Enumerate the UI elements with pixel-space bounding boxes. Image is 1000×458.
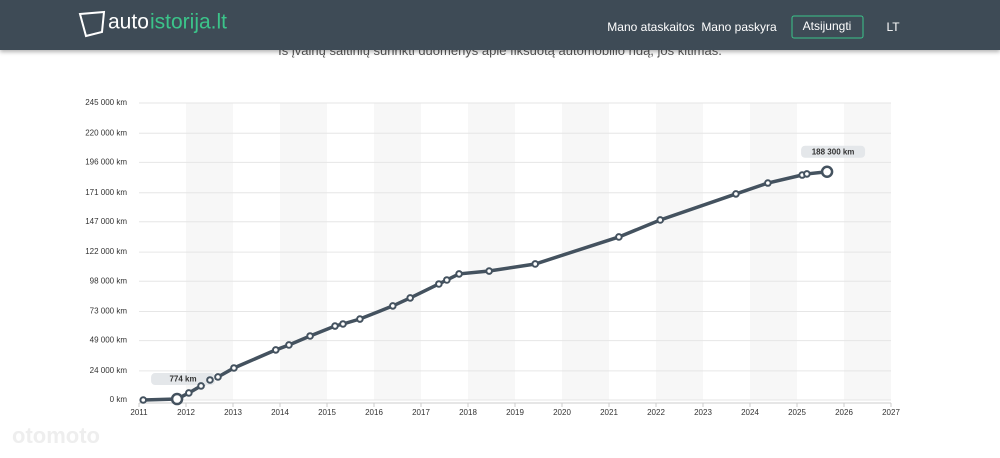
x-tick-label: 2022 xyxy=(647,408,665,417)
year-band xyxy=(468,103,515,400)
x-tick-label: 2024 xyxy=(741,408,759,417)
watermark: otomoto xyxy=(12,423,100,448)
point xyxy=(820,165,834,178)
point xyxy=(139,396,148,404)
label-box xyxy=(801,145,866,158)
point xyxy=(485,267,493,275)
data-label: 188 300 km xyxy=(812,147,855,156)
x-tick-label: 2014 xyxy=(271,408,289,417)
point xyxy=(285,341,293,349)
x-tick-label: 2025 xyxy=(788,408,806,417)
y-tick-label: 245 000 km xyxy=(85,98,127,107)
x-tick-label: 2027 xyxy=(882,408,900,417)
point xyxy=(732,190,740,198)
point xyxy=(214,373,222,381)
point xyxy=(764,179,772,187)
y-tick-label: 147 000 km xyxy=(85,217,127,226)
logout-label[interactable]: Atsijungti xyxy=(803,19,852,33)
y-tick-label: 122 000 km xyxy=(85,247,127,256)
year-band xyxy=(280,103,327,400)
year-band xyxy=(656,103,703,400)
year-band xyxy=(374,103,421,400)
x-tick-label: 2013 xyxy=(224,408,242,417)
y-tick-label: 24 000 km xyxy=(90,366,128,375)
point xyxy=(656,216,665,224)
header-graphics: auto istorija.lt Mano ataskaitos Mano pa… xyxy=(78,10,900,39)
x-tick-label: 2021 xyxy=(600,408,618,417)
language[interactable]: LT xyxy=(886,20,900,34)
point xyxy=(197,382,205,390)
point xyxy=(170,392,184,406)
label-box xyxy=(151,373,216,386)
year-band xyxy=(186,103,233,400)
point xyxy=(185,389,193,397)
y-tick-label: 98 000 km xyxy=(90,276,128,285)
x-tick-label: 2012 xyxy=(177,408,195,417)
point xyxy=(206,376,214,384)
year-band xyxy=(750,103,797,400)
point xyxy=(803,170,811,178)
logo-icon xyxy=(78,10,106,38)
y-tick-label: 220 000 km xyxy=(85,128,127,137)
point xyxy=(271,346,280,354)
y-tick-label: 171 000 km xyxy=(85,188,127,197)
x-tick-label: 2026 xyxy=(835,408,853,417)
point xyxy=(435,280,443,288)
point xyxy=(389,302,397,310)
x-tick-label: 2011 xyxy=(130,408,148,417)
nav-link[interactable]: Mano paskyra xyxy=(701,20,777,34)
y-tick-label: 73 000 km xyxy=(90,307,128,316)
logout-button[interactable] xyxy=(791,15,864,39)
point xyxy=(443,276,451,284)
x-tick-label: 2018 xyxy=(459,408,477,417)
point xyxy=(455,270,463,278)
point xyxy=(406,294,414,302)
header: auto istorija.lt Mano ataskaitos Mano pa… xyxy=(0,0,1000,50)
nav-link[interactable]: Mano ataskaitos xyxy=(607,20,694,34)
point xyxy=(331,322,339,330)
data-label: 774 km xyxy=(169,375,196,384)
point xyxy=(356,315,364,323)
logo-brand[interactable]: istorija.lt xyxy=(150,11,227,34)
point xyxy=(306,332,314,340)
y-tick-label: 0 km xyxy=(110,395,128,404)
logo-auto[interactable]: auto xyxy=(108,11,149,34)
point xyxy=(339,320,347,328)
point xyxy=(230,364,238,372)
x-tick-label: 2020 xyxy=(553,408,571,417)
x-tick-label: 2023 xyxy=(694,408,712,417)
y-tick-label: 49 000 km xyxy=(90,336,128,345)
point xyxy=(615,233,623,241)
x-tick-label: 2016 xyxy=(365,408,383,417)
y-tick-label: 196 000 km xyxy=(85,158,127,167)
x-tick-label: 2015 xyxy=(318,408,336,417)
x-tick-label: 2017 xyxy=(412,408,430,417)
point xyxy=(531,260,540,268)
x-tick-label: 2019 xyxy=(506,408,524,417)
